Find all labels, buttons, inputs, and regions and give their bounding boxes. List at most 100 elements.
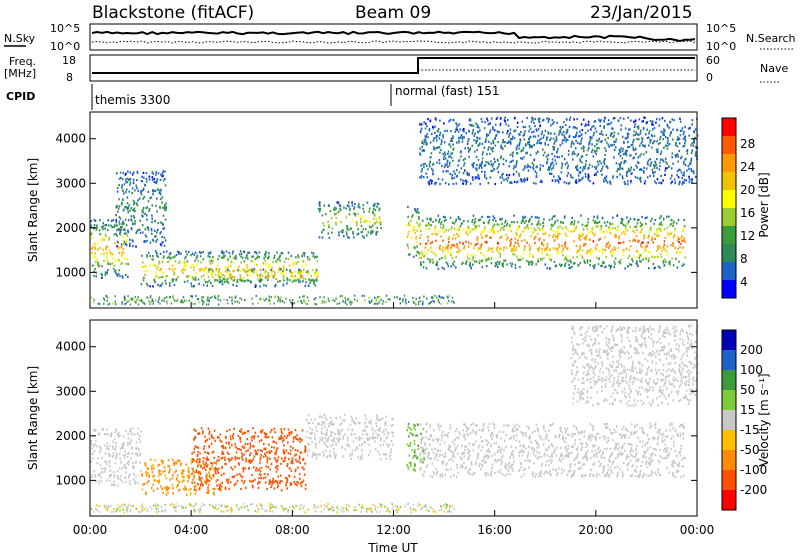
scatter-cell-6 [638,256,641,259]
scatter-cell-2 [286,487,288,490]
scatter-cell-7 [504,144,506,147]
scatter-cell-0 [95,227,98,230]
scatter-cell-0 [125,467,128,470]
scatter-cell-6 [482,253,485,256]
scatter-cell-2 [222,273,224,277]
scatter-cell-6 [564,241,567,244]
scatter-cell-2 [313,282,315,285]
scatter-cell-3 [286,279,289,282]
ground-scatter-cell [215,297,217,300]
scatter-cell-7 [676,174,678,177]
scatter-cell-6 [573,229,576,233]
ground-scatter-cell [303,299,305,302]
scatter-cell-2 [223,256,225,259]
scatter-cell-6 [468,258,470,261]
scatter-cell-6 [655,228,658,231]
scatter-cell-2 [176,250,179,253]
scatter-cell-7 [428,183,431,186]
scatter-cell-6 [639,243,642,246]
scatter-cell-6 [542,221,545,225]
scatter-cell-0 [106,255,108,258]
scatter-cell-4 [373,213,375,216]
scatter-cell-7 [575,181,578,184]
scatter-cell-2 [267,257,269,260]
scatter-cell-6 [600,224,602,227]
scatter-cell-6 [526,259,528,263]
scatter-cell-7 [658,124,660,127]
ground-scatter-cell [251,297,253,300]
scatter-cell-1 [151,178,154,182]
scatter-cell-7 [492,147,494,150]
scatter-cell-7 [621,150,624,153]
scatter-cell-1 [116,240,119,243]
scatter-cell-6 [664,236,667,239]
scatter-cell-4 [374,208,377,212]
scatter-cell-2 [266,456,269,459]
scatter-cell-2 [255,466,258,470]
scatter-cell-0 [135,448,138,451]
scatter-cell-7 [606,141,608,144]
scatter-cell-2 [181,269,183,272]
scatter-cell-0 [107,219,109,222]
scatter-cell-7 [612,175,614,178]
scatter-cell-2 [295,256,297,259]
scatter-cell-2 [283,265,285,268]
scatter-cell-2 [273,427,276,430]
scatter-cell-7 [513,180,516,183]
scatter-cell-3 [390,424,393,427]
scatter-cell-7 [478,166,480,169]
scatter-cell-6 [466,256,469,259]
scatter-cell-6 [582,228,585,231]
scatter-cell-6 [541,258,544,261]
scatter-cell-7 [578,178,580,181]
scatter-cell-6 [430,224,432,227]
scatter-cell-7 [573,118,575,121]
scatter-cell-3 [316,275,319,278]
scatter-cell-2 [287,441,289,444]
scatter-cell-0 [95,275,98,278]
scatter-cell-2 [193,488,196,491]
scatter-cell-3 [301,275,304,278]
scatter-cell-2 [226,267,229,270]
scatter-cell-4 [356,224,358,227]
scatter-cell-1 [151,171,154,174]
scatter-cell-7 [658,118,661,121]
scatter-cell-2 [195,445,198,449]
scatter-cell-2 [253,435,256,438]
ground-scatter-cell [375,302,377,305]
scatter-cell-7 [573,142,575,145]
scatter-cell-6 [507,228,510,231]
scatter-cell-1 [161,175,163,178]
scatter-cell-2 [233,269,236,272]
scatter-cell-2 [228,252,231,255]
scatter-cell-7 [442,134,444,137]
scatter-cell-0 [105,235,107,238]
scatter-cell-3 [220,272,222,275]
scatter-cell-3 [312,421,314,425]
scatter-cell-7 [627,183,629,186]
scatter-cell-6 [478,224,480,227]
scatter-cell-4 [365,234,368,237]
scatter-cell-7 [579,166,582,169]
scatter-cell-6 [419,233,422,237]
scatter-cell-6 [473,254,476,257]
scatter-cell-2 [191,252,194,255]
scatter-cell-1 [145,214,148,217]
ground-scatter-cell [129,303,132,306]
scatter-cell-2 [297,466,299,469]
scatter-cell-2 [289,431,292,434]
scatter-cell-1 [137,189,139,192]
scatter-cell-6 [604,235,606,239]
scatter-cell-0 [133,472,135,476]
scatter-cell-1 [136,179,138,182]
ground-scatter-cell [451,300,453,303]
scatter-cell-1 [162,241,164,244]
scatter-cell-0 [124,476,127,480]
scatter-cell-0 [109,479,111,482]
scatter-cell-1 [165,202,167,205]
scatter-cell-2 [296,434,298,437]
scatter-cell-6 [462,242,464,245]
scatter-cell-4 [376,226,379,229]
scatter-cell-7 [454,130,457,133]
scatter-cell-6 [588,251,590,254]
